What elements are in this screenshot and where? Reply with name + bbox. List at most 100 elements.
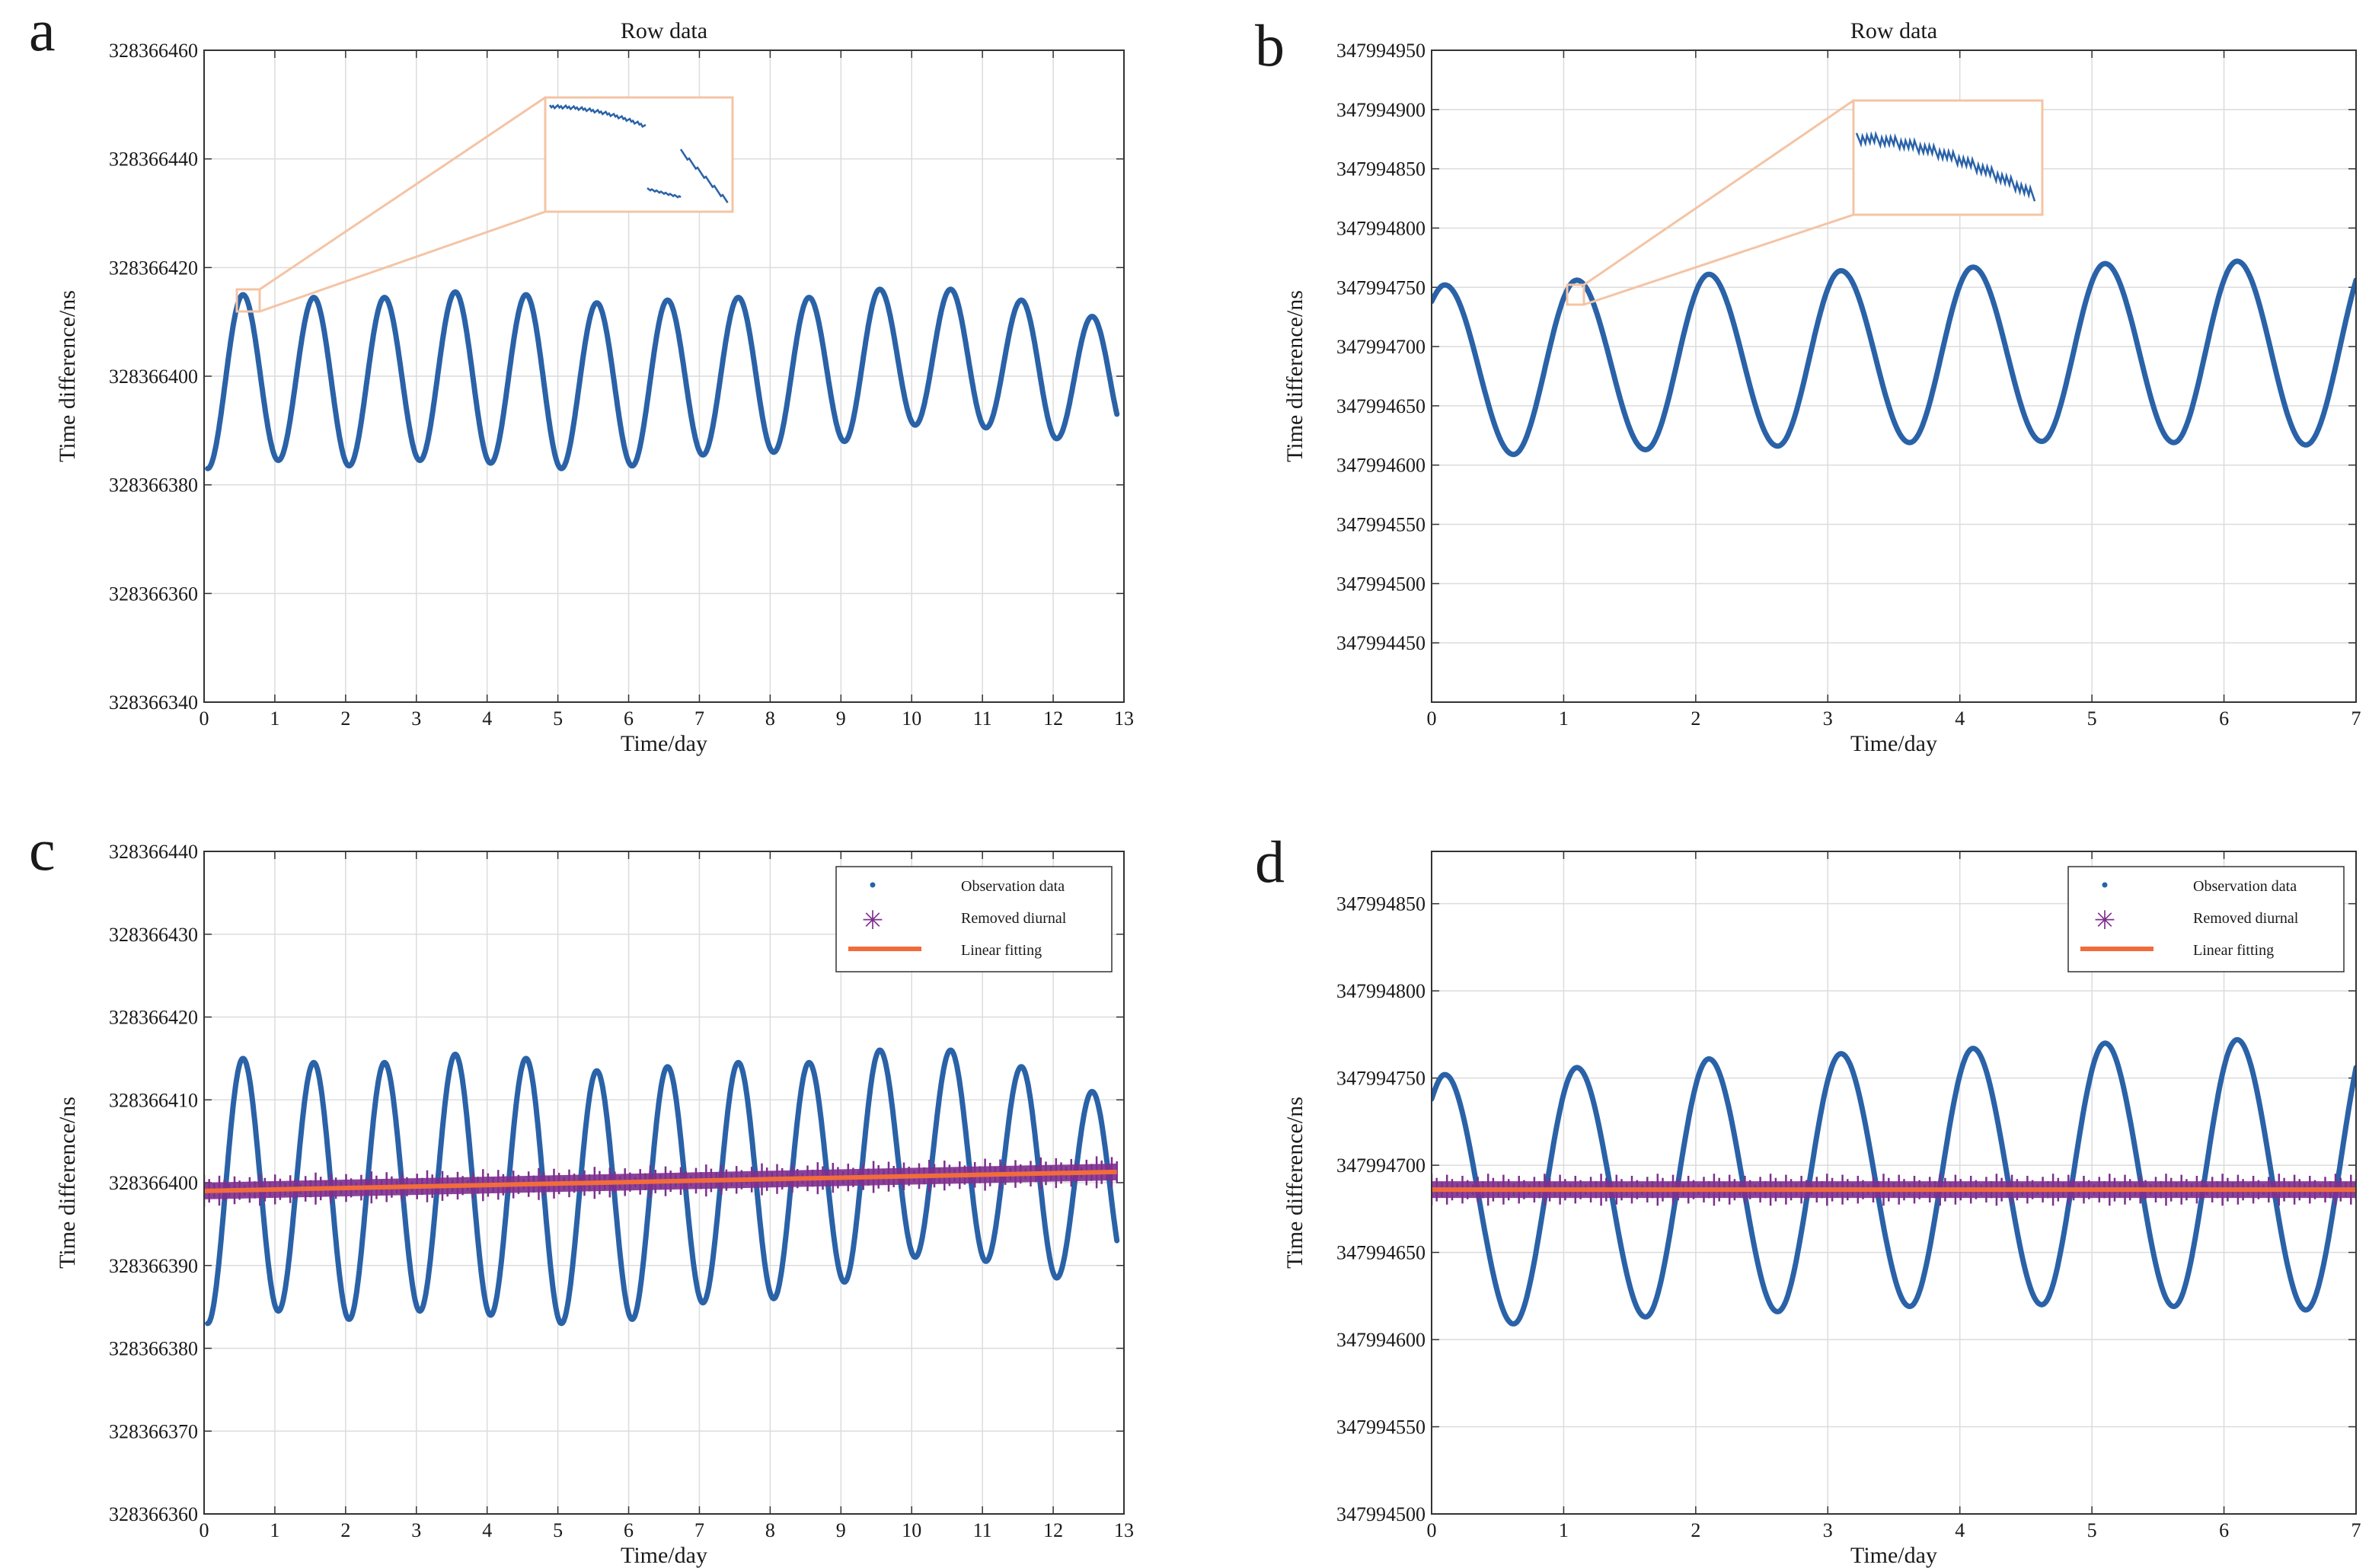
- y-tick-label: 328366440: [109, 841, 198, 863]
- x-tick-label: 4: [482, 1519, 492, 1541]
- x-tick-label: 3: [1823, 707, 1833, 730]
- y-tick-label: 347994600: [1336, 455, 1426, 477]
- y-tick-label: 347994900: [1336, 99, 1426, 121]
- y-tick-label: 328366400: [109, 366, 198, 388]
- axes-frame: [203, 851, 1125, 1515]
- x-tick-label: 2: [340, 1519, 350, 1541]
- x-tick-label: 8: [765, 1519, 775, 1541]
- x-tick-label: 9: [836, 1519, 846, 1541]
- zoom-connector: [1583, 213, 1854, 306]
- x-tick-label: 0: [200, 1519, 209, 1541]
- x-tick-label: 7: [694, 1519, 704, 1541]
- y-tick-label: 347994550: [1336, 514, 1426, 536]
- zoom-inset-trace: [548, 104, 729, 203]
- y-tick-label: 347994850: [1336, 158, 1426, 180]
- zoom-source-box: [1566, 283, 1585, 306]
- y-tick-label: 328366380: [109, 1338, 198, 1360]
- axes-frame: [1431, 851, 2357, 1515]
- x-tick-label: 12: [1043, 1519, 1063, 1541]
- y-axis-label: Time difference/ns: [55, 290, 80, 462]
- y-tick-label: 347994650: [1336, 395, 1426, 417]
- x-axis-label: Time/day: [1850, 731, 1937, 756]
- x-tick-label: 7: [694, 707, 704, 730]
- x-tick-label: 9: [836, 707, 846, 730]
- y-tick-label: 347994650: [1336, 1242, 1426, 1264]
- panel-a: 0 1 2 3 4 5 6 7 8 9 10 11 12 133283663403283663603283…: [29, 0, 1134, 756]
- x-tick-label: 7: [2351, 1519, 2361, 1541]
- legend: Observation data ✳ Removed diurnal Linear f…: [835, 866, 1113, 972]
- x-tick-label: 0: [1427, 1519, 1437, 1541]
- panel-title: Row data: [1850, 18, 1937, 43]
- x-tick-label: 6: [2219, 707, 2229, 730]
- x-tick-label: 0: [1427, 707, 1437, 730]
- y-tick-label: 347994800: [1336, 217, 1426, 239]
- y-tick-label: 328366420: [109, 257, 198, 279]
- plot-area: [1432, 1036, 2356, 1327]
- y-tick-label: 328366380: [109, 474, 198, 497]
- zoom-inset-trace: [1855, 130, 2036, 202]
- y-tick-label: 328366410: [109, 1089, 198, 1111]
- x-tick-label: 1: [1559, 1519, 1569, 1541]
- plot-area: [205, 286, 1120, 471]
- legend-marker-removed-diurnal: ✳: [862, 907, 884, 935]
- y-axis-label: Time difference/ns: [1282, 290, 1307, 462]
- zoom-inset-box: [544, 96, 734, 213]
- panel-d: 0 1 2 3 4 5 6 7 347994500 347994550 347994600 34799…: [1255, 829, 2361, 1568]
- legend-marker-observation: [2102, 882, 2108, 888]
- panel-title: Row data: [621, 18, 707, 43]
- y-tick-label: 328366360: [109, 583, 198, 605]
- y-axis-label: Time difference/ns: [55, 1097, 80, 1269]
- y-tick-label: 347994600: [1336, 1329, 1426, 1351]
- x-tick-label: 3: [1823, 1519, 1833, 1541]
- y-tick-label: 347994500: [1336, 1503, 1426, 1525]
- legend-entry: Linear fitting: [2193, 942, 2274, 959]
- panel-label: d: [1255, 829, 1285, 895]
- zoom-connector: [259, 210, 546, 313]
- y-tick-label: 347994950: [1336, 40, 1426, 62]
- legend-entry: Observation data: [2193, 878, 2297, 895]
- x-tick-label: 6: [624, 707, 634, 730]
- x-tick-label: 1: [270, 1519, 279, 1541]
- zoom-inset: [1566, 99, 2044, 306]
- panel-c: 0 1 2 3 4 5 6 7 8 9 10 11 12 133283663603283663703283…: [29, 816, 1134, 1568]
- legend-entry: Observation data: [961, 878, 1065, 895]
- y-tick-label: 328366370: [109, 1420, 198, 1442]
- panel-b: 0 1 2 3 4 5 6 7 347994450 347994500 347994550 34799…: [1255, 12, 2361, 756]
- x-tick-label: 5: [553, 1519, 563, 1541]
- series-observation-data: [205, 1047, 1120, 1327]
- x-tick-label: 13: [1114, 707, 1134, 730]
- x-tick-label: 5: [553, 707, 563, 730]
- x-tick-label: 7: [2351, 707, 2361, 730]
- x-tick-label: 8: [765, 707, 775, 730]
- legend-box: [835, 866, 1113, 972]
- y-tick-label: 347994700: [1336, 1154, 1426, 1177]
- zoom-source-box: [235, 288, 261, 313]
- x-tick-label: 11: [973, 707, 992, 730]
- y-tick-label: 328366400: [109, 1172, 198, 1194]
- x-tick-label: 10: [902, 707, 921, 730]
- zoom-connector: [1583, 99, 1854, 286]
- x-axis-label: Time/day: [621, 1543, 707, 1568]
- legend-marker-removed-diurnal: ✳: [2094, 907, 2116, 935]
- x-tick-label: 13: [1114, 1519, 1134, 1541]
- y-tick-label: 347994750: [1336, 1068, 1426, 1090]
- zoom-connector: [259, 96, 546, 291]
- y-tick-label: 347994850: [1336, 893, 1426, 915]
- legend-entry: Removed diurnal: [961, 910, 1067, 927]
- y-tick-label: 328366460: [109, 40, 198, 62]
- legend: Observation data ✳ Removed diurnal Linear f…: [2067, 866, 2345, 972]
- y-tick-label: 347994800: [1336, 980, 1426, 1002]
- legend-entry: Removed diurnal: [2193, 910, 2299, 927]
- x-axis-label: Time/day: [621, 731, 707, 756]
- y-tick-label: 328366390: [109, 1255, 198, 1277]
- x-tick-label: 2: [340, 707, 350, 730]
- x-tick-label: 2: [1691, 1519, 1700, 1541]
- x-tick-label: 4: [1955, 1519, 1965, 1541]
- y-tick-label: 347994450: [1336, 632, 1426, 654]
- x-tick-label: 2: [1691, 707, 1700, 730]
- x-tick-label: 10: [902, 1519, 921, 1541]
- x-tick-label: 4: [482, 707, 492, 730]
- series-observation-data: [205, 286, 1120, 471]
- y-tick-label: 347994550: [1336, 1416, 1426, 1439]
- y-tick-label: 347994700: [1336, 336, 1426, 358]
